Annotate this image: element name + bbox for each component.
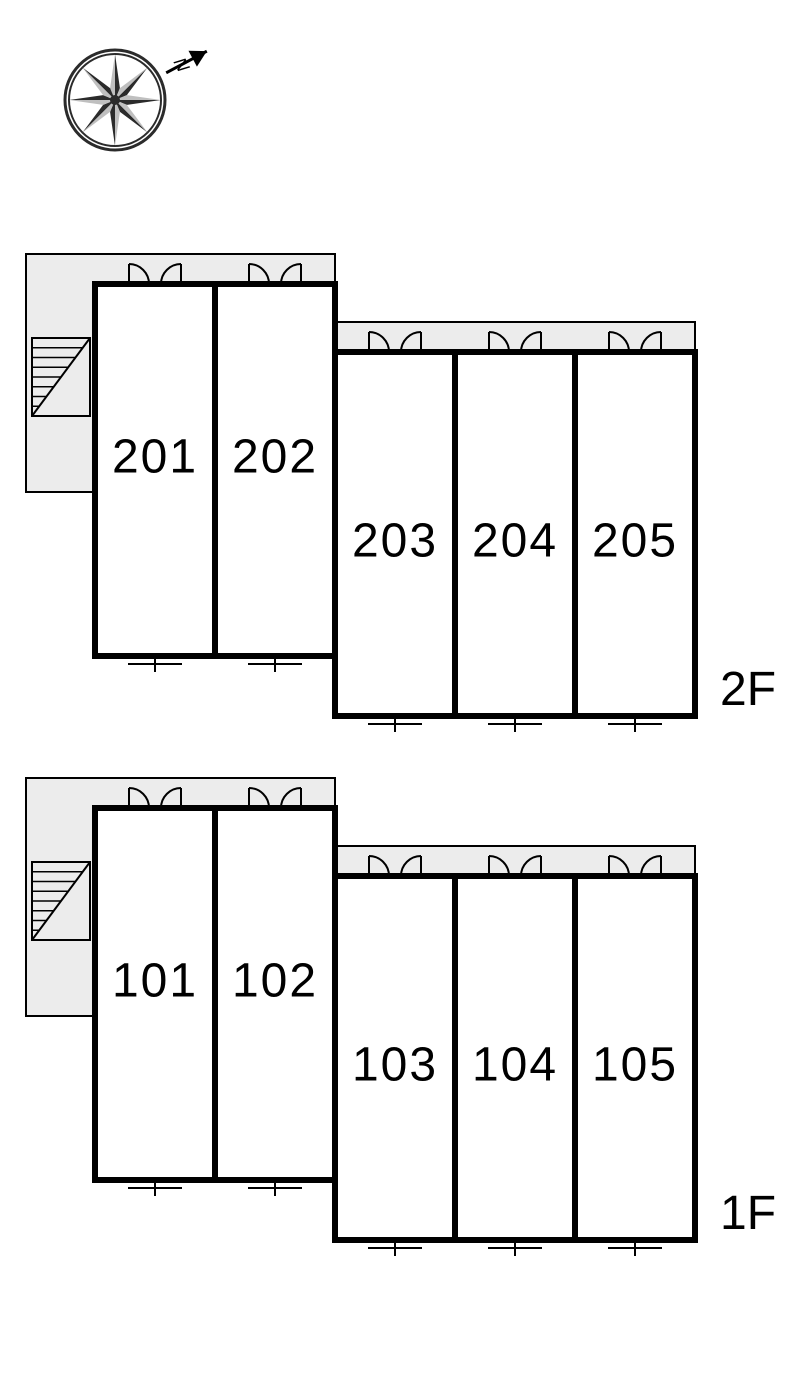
floor-label-2F: 2F — [720, 663, 776, 716]
unit-label-202: 202 — [232, 431, 318, 484]
unit-label-104: 104 — [472, 1039, 558, 1092]
unit-label-203: 203 — [352, 515, 438, 568]
unit-label-102: 102 — [232, 955, 318, 1008]
unit-label-105: 105 — [592, 1039, 678, 1092]
floorplan-svg: N 201 202 203 204 205 2F 101 102 103 104 105 1F — [0, 0, 800, 1373]
compass-north-label: N — [170, 54, 194, 76]
unit-label-204: 204 — [472, 515, 558, 568]
unit-label-101: 101 — [112, 955, 198, 1008]
unit-label-205: 205 — [592, 515, 678, 568]
unit-label-201: 201 — [112, 431, 198, 484]
floor-label-1F: 1F — [720, 1187, 776, 1240]
floor-2F: 201 202 203 204 205 2F — [26, 254, 776, 732]
unit-label-103: 103 — [352, 1039, 438, 1092]
compass-icon: N — [65, 50, 207, 150]
floor-1F: 101 102 103 104 105 1F — [26, 778, 776, 1256]
